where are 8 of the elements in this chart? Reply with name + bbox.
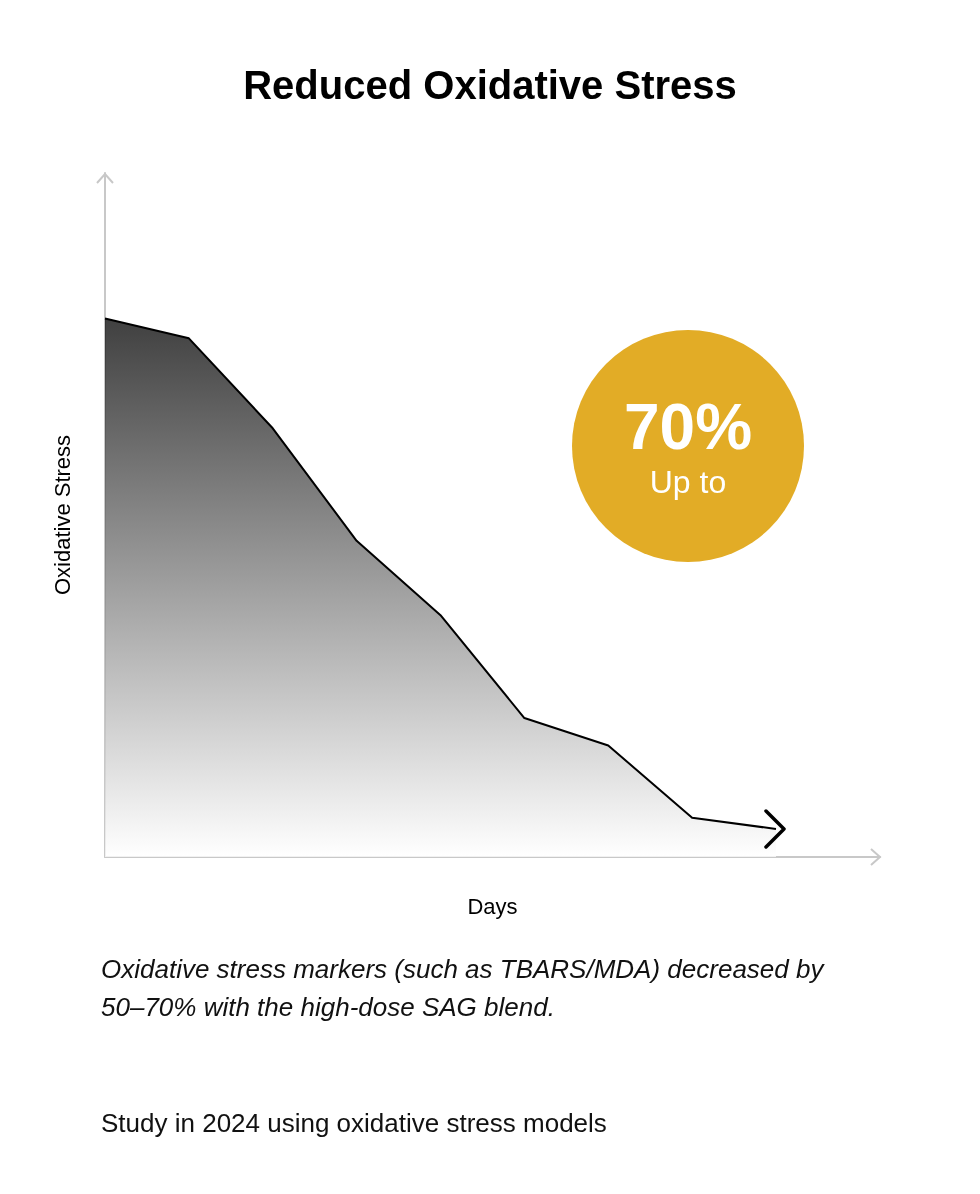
chart-title: Reduced Oxidative Stress: [243, 63, 737, 107]
x-axis-title: Days: [467, 893, 518, 919]
text: Study in 2024 using oxidative stress models: [101, 1108, 608, 1139]
y-axis-title: Oxidative Stress: [49, 434, 75, 596]
annotation: Up to: [648, 463, 728, 502]
text: Oxidative stress markers (such as TBARS/MDA) decreased by 50–70% with the high-dose SAG blend.: [101, 953, 826, 1024]
annotation: 70%: [622, 391, 754, 463]
circle-badge: 70% Up to: [572, 330, 804, 562]
